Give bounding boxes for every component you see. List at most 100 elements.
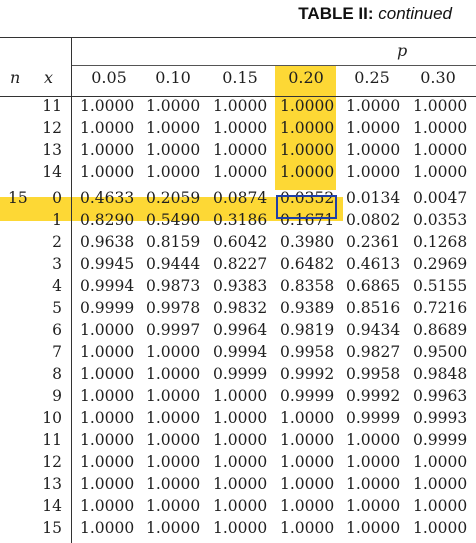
probability-cell: 1.0000	[146, 519, 201, 537]
table-row: 7 1.0000 1.0000 0.9994 0.9958 0.9827 0.9500	[0, 342, 476, 363]
probability-cell: 0.2059	[146, 189, 201, 207]
column-divider	[71, 37, 72, 543]
probability-cell: 0.0802	[346, 211, 401, 229]
probability-cell: 1.0000	[346, 497, 401, 515]
table-row: 14 1.0000 1.0000 1.0000 1.0000 1.0000 1.0000	[0, 496, 476, 517]
probability-cell: 1.0000	[280, 497, 335, 515]
x-cell: 13	[42, 141, 62, 159]
probability-cell: 0.0353	[413, 211, 468, 229]
probability-cell: 1.0000	[413, 497, 468, 515]
probability-cell: 1.0000	[346, 163, 401, 181]
n-cell: 15	[8, 189, 28, 207]
probability-cell: 0.9389	[280, 299, 335, 317]
probability-cell: 1.0000	[146, 387, 201, 405]
probability-cell: 1.0000	[213, 119, 268, 137]
probability-cell: 1.0000	[80, 141, 135, 159]
probability-cell: 1.0000	[80, 497, 135, 515]
probability-cell: 1.0000	[80, 453, 135, 471]
probability-cell: 0.9958	[280, 343, 335, 361]
table-row: 10 1.0000 1.0000 1.0000 1.0000 0.9999 0.9993	[0, 408, 476, 429]
probability-cell: 1.0000	[80, 387, 135, 405]
x-cell: 14	[42, 497, 62, 515]
table-row: 9 1.0000 1.0000 1.0000 0.9999 0.9992 0.9963	[0, 386, 476, 407]
probability-cell: 1.0000	[80, 97, 135, 115]
x-cell: 10	[42, 409, 62, 427]
probability-cell: 1.0000	[346, 119, 401, 137]
highlight-column-0.20	[275, 65, 336, 190]
probability-cell: 1.0000	[146, 475, 201, 493]
table-row: 12 1.0000 1.0000 1.0000 1.0000 1.0000 1.0000	[0, 452, 476, 473]
probability-cell: 0.9999	[346, 409, 401, 427]
probability-cell: 0.9945	[80, 255, 135, 273]
probability-cell: 0.4633	[80, 189, 135, 207]
probability-cell: 1.0000	[213, 431, 268, 449]
probability-cell: 1.0000	[346, 519, 401, 537]
probability-cell: 0.8159	[146, 233, 201, 251]
probability-cell: 1.0000	[80, 519, 135, 537]
probability-cell: 0.2969	[413, 255, 468, 273]
probability-cell: 1.0000	[146, 163, 201, 181]
p-header-rule	[72, 65, 476, 66]
table-row: 11 1.0000 1.0000 1.0000 1.0000 1.0000 0.9999	[0, 430, 476, 451]
table-title-label: TABLE II:	[298, 4, 374, 23]
probability-cell: 0.9500	[413, 343, 468, 361]
x-cell: 9	[52, 387, 62, 405]
header-bottom-rule	[0, 96, 476, 97]
probability-cell: 1.0000	[346, 431, 401, 449]
probability-cell: 0.9964	[213, 321, 268, 339]
probability-cell: 1.0000	[280, 97, 335, 115]
probability-cell: 1.0000	[213, 97, 268, 115]
probability-cell: 0.9827	[346, 343, 401, 361]
probability-cell: 0.6042	[213, 233, 268, 251]
table-row: 14 1.0000 1.0000 1.0000 1.0000 1.0000 1.0000	[0, 162, 476, 183]
probability-cell: 0.9994	[80, 277, 135, 295]
probability-cell: 1.0000	[413, 141, 468, 159]
probability-cell: 1.0000	[146, 119, 201, 137]
probability-cell: 0.8689	[413, 321, 468, 339]
probability-cell: 0.6865	[346, 277, 401, 295]
x-cell: 12	[42, 453, 62, 471]
table-row: 11 1.0000 1.0000 1.0000 1.0000 1.0000 1.0000	[0, 96, 476, 117]
n-column-header: n	[10, 68, 21, 87]
probability-cell: 1.0000	[413, 163, 468, 181]
probability-cell: 0.3980	[280, 233, 335, 251]
probability-cell: 0.9434	[346, 321, 401, 339]
x-cell: 12	[42, 119, 62, 137]
table-row: 15 1.0000 1.0000 1.0000 1.0000 1.0000 1.0000	[0, 518, 476, 539]
probability-cell: 0.8290	[80, 211, 135, 229]
probability-cell: 0.4613	[346, 255, 401, 273]
probability-cell: 1.0000	[213, 497, 268, 515]
probability-cell: 0.1671	[280, 211, 335, 229]
probability-cell: 1.0000	[80, 475, 135, 493]
probability-cell: 1.0000	[80, 163, 135, 181]
probability-cell: 0.9999	[280, 387, 335, 405]
probability-cell: 1.0000	[346, 97, 401, 115]
top-rule	[0, 37, 476, 38]
x-cell: 2	[52, 233, 62, 251]
x-cell: 1	[52, 211, 62, 229]
probability-cell: 0.5155	[413, 277, 468, 295]
probability-cell: 0.8227	[213, 255, 268, 273]
probability-cell: 1.0000	[346, 141, 401, 159]
probability-cell: 1.0000	[280, 453, 335, 471]
probability-cell: 1.0000	[280, 475, 335, 493]
probability-cell: 1.0000	[213, 453, 268, 471]
table-row: 6 1.0000 0.9997 0.9964 0.9819 0.9434 0.8689	[0, 320, 476, 341]
probability-cell: 0.9992	[280, 365, 335, 383]
probability-cell: 0.9999	[80, 299, 135, 317]
probability-cell: 1.0000	[413, 453, 468, 471]
probability-cell: 1.0000	[280, 141, 335, 159]
probability-cell: 1.0000	[80, 431, 135, 449]
probability-cell: 0.9444	[146, 255, 201, 273]
probability-cell: 0.9819	[280, 321, 335, 339]
x-cell: 7	[52, 343, 62, 361]
column-header: 0.30	[420, 68, 456, 87]
x-cell: 15	[42, 519, 62, 537]
column-header: 0.20	[288, 68, 324, 87]
probability-cell: 1.0000	[280, 163, 335, 181]
probability-cell: 1.0000	[280, 431, 335, 449]
probability-cell: 0.9978	[146, 299, 201, 317]
probability-cell: 1.0000	[346, 475, 401, 493]
probability-cell: 0.2361	[346, 233, 401, 251]
probability-cell: 1.0000	[146, 365, 201, 383]
